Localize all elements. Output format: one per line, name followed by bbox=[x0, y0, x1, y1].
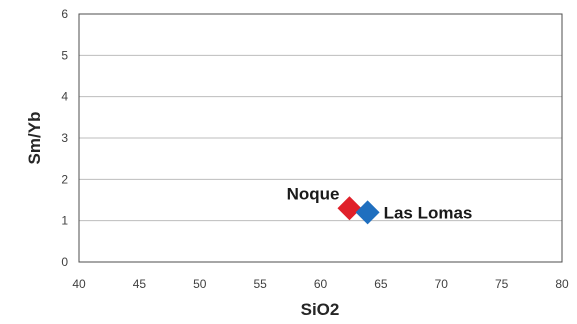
y-tick-label: 1 bbox=[61, 214, 68, 228]
y-tick-label: 6 bbox=[61, 7, 68, 21]
point-noque bbox=[337, 196, 362, 221]
x-tick-label: 80 bbox=[555, 277, 569, 291]
x-tick-label: 70 bbox=[435, 277, 449, 291]
x-tick-label: 50 bbox=[193, 277, 207, 291]
point-labels: Noque Las Lomas bbox=[287, 184, 473, 222]
x-tick-label: 45 bbox=[133, 277, 147, 291]
x-tick-label: 75 bbox=[495, 277, 509, 291]
data-points bbox=[337, 196, 380, 225]
x-tick-labels: 40 45 50 55 60 65 70 75 80 bbox=[72, 277, 569, 291]
plot-area-frame bbox=[78, 13, 563, 263]
y-tick-label: 2 bbox=[61, 172, 68, 186]
point-las-lomas bbox=[355, 200, 380, 225]
x-tick-label: 40 bbox=[72, 277, 86, 291]
x-axis-title: SiO2 bbox=[301, 300, 340, 319]
gridlines bbox=[79, 54, 562, 222]
y-tick-label: 0 bbox=[61, 255, 68, 269]
x-tick-label: 55 bbox=[253, 277, 267, 291]
point-label-noque: Noque bbox=[287, 184, 340, 203]
y-tick-labels: 0 1 2 3 4 5 6 bbox=[61, 7, 68, 269]
y-tick-label: 3 bbox=[61, 131, 68, 145]
point-label-las-lomas: Las Lomas bbox=[384, 203, 473, 222]
y-axis-title: Sm/Yb bbox=[25, 112, 44, 165]
x-tick-label: 60 bbox=[314, 277, 328, 291]
y-tick-label: 4 bbox=[61, 90, 68, 104]
y-tick-label: 5 bbox=[61, 48, 68, 62]
x-tick-label: 65 bbox=[374, 277, 388, 291]
